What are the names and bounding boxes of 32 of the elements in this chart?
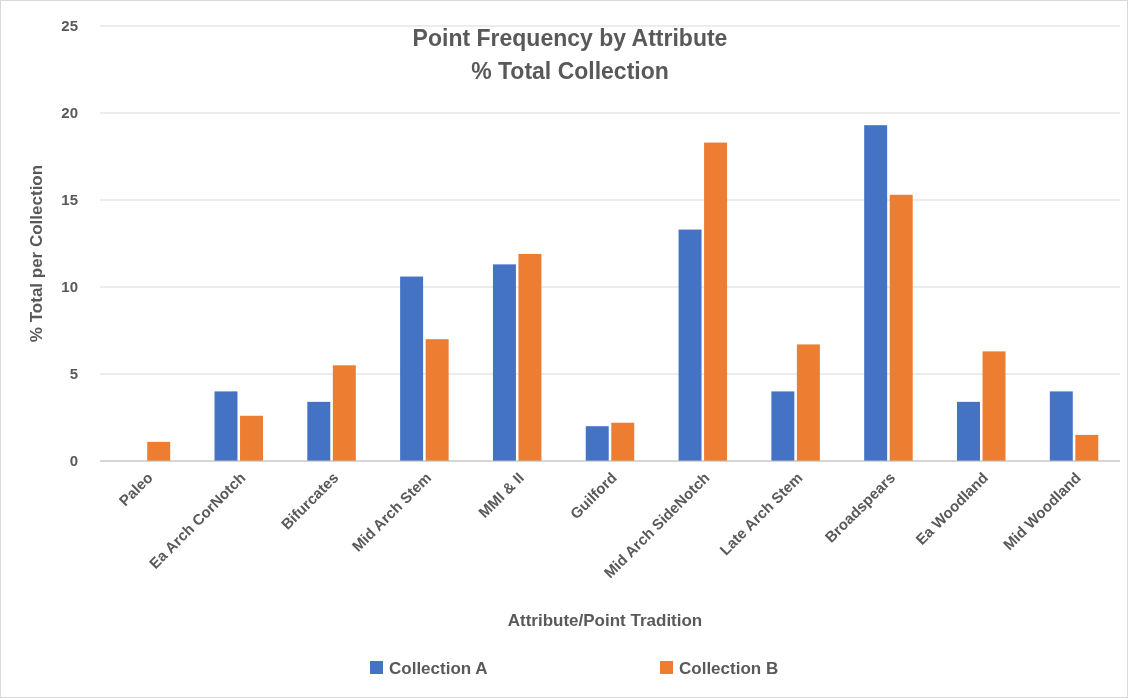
bar	[585, 426, 609, 461]
y-tick-label: 25	[61, 17, 78, 35]
bar	[518, 253, 542, 461]
y-tick-label: 5	[69, 365, 78, 383]
y-axis-title: % Total per Collection	[27, 164, 46, 343]
bar	[400, 276, 424, 461]
bar	[864, 125, 888, 461]
x-axis-title: Attribute/Point Tradition	[507, 611, 703, 630]
bar	[214, 391, 238, 461]
bar	[982, 351, 1006, 461]
bar	[704, 142, 728, 461]
bar	[771, 391, 795, 461]
bar	[1075, 434, 1099, 461]
text: Point Frequency by Attribute % Total Collection	[412, 25, 728, 84]
bar	[147, 441, 171, 461]
legend-label: Collection B	[679, 658, 779, 678]
bar	[492, 264, 516, 461]
bar	[796, 344, 820, 461]
bar	[1049, 391, 1073, 461]
bar	[678, 229, 702, 461]
bar	[889, 194, 913, 461]
y-tick-label: 20	[61, 104, 78, 122]
bar	[332, 365, 356, 461]
bar	[240, 415, 263, 461]
y-tick-label: 0	[69, 452, 78, 470]
legend-label: Collection A	[389, 658, 488, 678]
bar	[611, 422, 635, 461]
bar	[957, 401, 980, 461]
y-tick-label: 15	[61, 191, 78, 209]
bar	[425, 339, 449, 461]
bar	[307, 401, 331, 461]
y-tick-label: 10	[61, 278, 78, 296]
